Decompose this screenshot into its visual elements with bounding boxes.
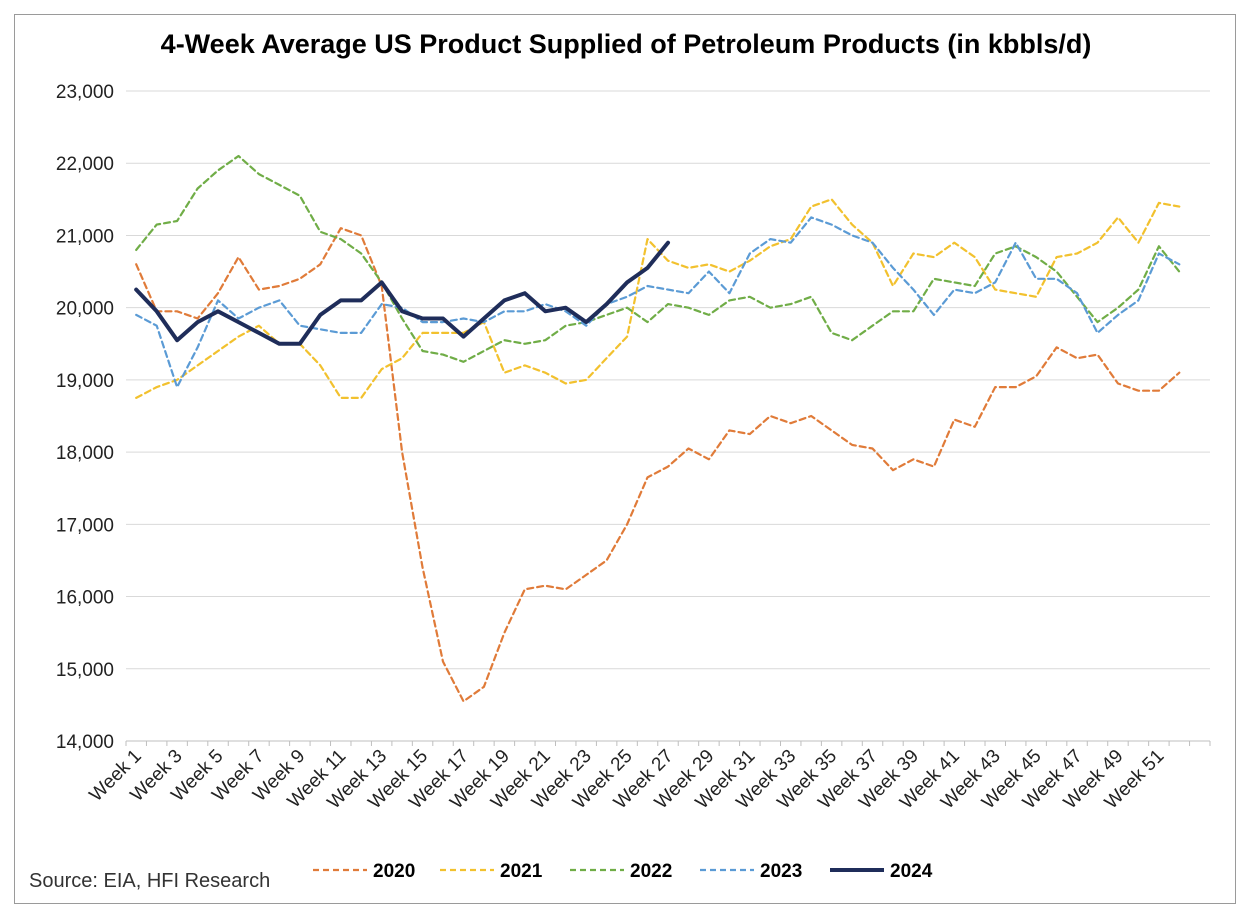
y-tick-label: 22,000 [56,154,114,175]
y-tick-label: 21,000 [56,226,114,247]
chart-frame: 4-Week Average US Product Supplied of Pe… [14,14,1236,904]
series-line-2020 [135,227,1181,703]
series-layer [134,154,1181,703]
legend-label-2021: 2021 [500,861,543,882]
series-line-2021 [135,198,1181,399]
grid-lines [126,90,1210,670]
y-tick-label: 23,000 [56,82,114,103]
chart-title: 4-Week Average US Product Supplied of Pe… [161,29,1092,59]
y-tick-label: 14,000 [56,732,114,753]
legend: 2020 2021 2022 2023 2024 [313,861,933,882]
y-tick-label: 15,000 [56,660,114,681]
y-axis: 14,000 15,000 16,000 17,000 18,000 19,000 20,0… [56,82,114,753]
series-line-2023 [135,216,1181,389]
legend-label-2020: 2020 [373,861,415,882]
y-tick-label: 19,000 [56,371,114,392]
y-tick-label: 18,000 [56,443,114,464]
series-line-2024 [134,240,670,346]
y-tick-label: 17,000 [56,515,114,536]
y-tick-label: 16,000 [56,588,114,609]
line-chart: 4-Week Average US Product Supplied of Pe… [29,29,1211,892]
legend-label-2024: 2024 [890,861,933,882]
series-line-2022 [135,154,1181,363]
legend-label-2022: 2022 [630,861,672,882]
legend-label-2023: 2023 [760,861,802,882]
y-tick-label: 20,000 [56,299,114,320]
source-note: Source: EIA, HFI Research [29,870,270,892]
